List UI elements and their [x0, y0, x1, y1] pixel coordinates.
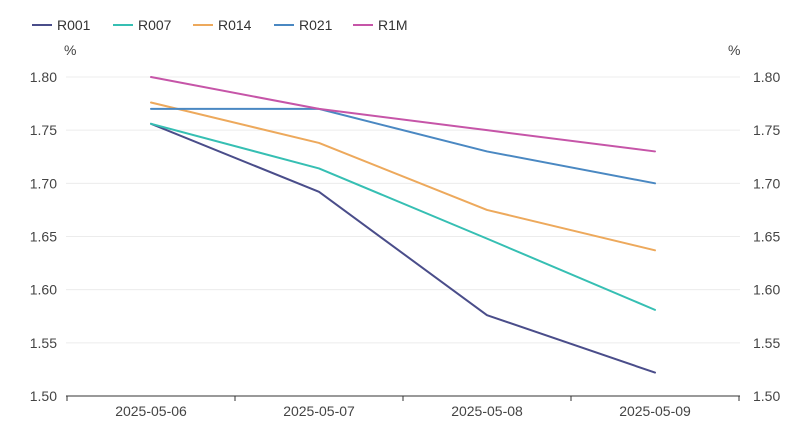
legend-item-r1m[interactable]: R1M	[353, 17, 408, 33]
legend-label: R021	[299, 17, 333, 33]
legend[interactable]: R001 R007 R014 R021 R1M	[32, 17, 408, 33]
y-tick-label-left: 1.50	[30, 388, 57, 404]
series-line-r021	[150, 107, 656, 185]
x-axis: 2025-05-06 2025-05-07 2025-05-08 2025-05-09	[66, 395, 740, 419]
series-line-r001	[150, 122, 656, 374]
legend-label: R001	[57, 17, 91, 33]
legend-item-r001[interactable]: R001	[32, 17, 91, 33]
x-tick-label: 2025-05-07	[283, 403, 355, 419]
legend-label: R014	[218, 17, 252, 33]
series-line-r014	[150, 101, 656, 252]
legend-item-r014[interactable]: R014	[193, 17, 252, 33]
y-tick-label-left: 1.65	[30, 229, 57, 245]
y-tick-label-left: 1.55	[30, 335, 57, 351]
y-tick-label-right: 1.75	[753, 122, 780, 138]
left-y-axis: 1.50 1.55 1.60 1.65 1.70 1.75 1.80	[30, 69, 57, 404]
y-tick-label-right: 1.80	[753, 69, 780, 85]
series-line-r1m	[150, 76, 656, 153]
right-y-axis: 1.50 1.55 1.60 1.65 1.70 1.75 1.80	[753, 69, 780, 404]
y-tick-label-left: 1.60	[30, 282, 57, 298]
y-tick-label-right: 1.55	[753, 335, 780, 351]
legend-item-r007[interactable]: R007	[113, 17, 172, 33]
series-lines	[150, 76, 656, 374]
right-axis-unit-label: %	[728, 42, 740, 58]
y-tick-label-right: 1.50	[753, 388, 780, 404]
series-line-r007	[150, 122, 656, 311]
y-tick-label-right: 1.60	[753, 282, 780, 298]
legend-label: R1M	[378, 17, 408, 33]
legend-label: R007	[138, 17, 172, 33]
x-tick-label: 2025-05-08	[451, 403, 523, 419]
y-tick-label-right: 1.65	[753, 229, 780, 245]
x-tick-label: 2025-05-09	[619, 403, 691, 419]
y-tick-label-left: 1.70	[30, 175, 57, 191]
left-axis-unit-label: %	[64, 42, 76, 58]
y-tick-label-left: 1.80	[30, 69, 57, 85]
y-tick-label-right: 1.70	[753, 175, 780, 191]
y-tick-label-left: 1.75	[30, 122, 57, 138]
legend-item-r021[interactable]: R021	[274, 17, 333, 33]
x-tick-label: 2025-05-06	[115, 403, 187, 419]
